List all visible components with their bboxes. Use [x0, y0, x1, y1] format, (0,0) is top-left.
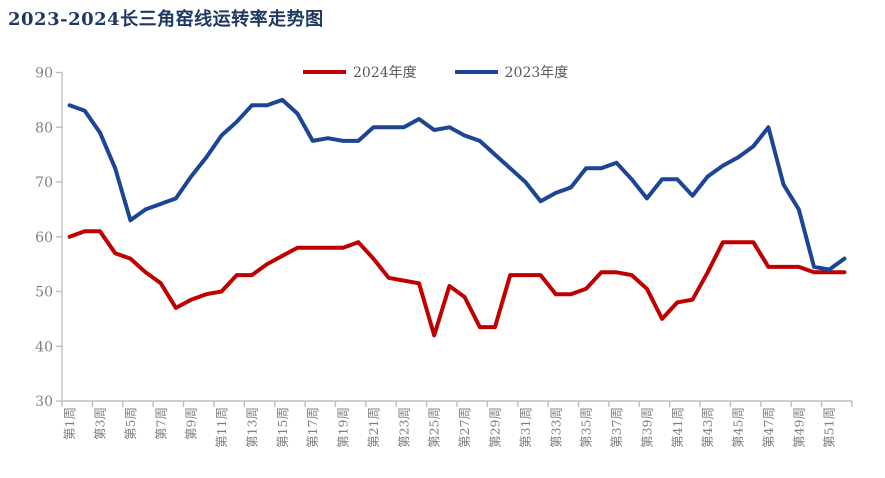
y-tick-label: 40: [35, 339, 53, 355]
legend-line-2024: [303, 70, 346, 74]
x-tick-label: 第27周: [457, 407, 472, 448]
x-tick-label: 第23周: [396, 407, 411, 448]
x-tick-label: 第35周: [579, 407, 594, 448]
x-tick-label: 第1周: [62, 407, 77, 440]
x-tick-label: 第15周: [275, 407, 290, 448]
y-tick-label: 50: [35, 285, 53, 301]
x-tick-label: 第3周: [92, 407, 107, 440]
x-tick-label: 第41周: [670, 407, 685, 448]
x-tick-label: 第43周: [700, 407, 715, 448]
x-tick-label: 第9周: [184, 407, 199, 440]
x-tick-label: 第21周: [366, 407, 381, 448]
legend-label-2023: 2023年度: [504, 65, 569, 81]
x-tick-label: 第51周: [822, 407, 837, 448]
y-tick-label: 60: [35, 230, 53, 246]
x-tick-label: 第17周: [305, 407, 320, 448]
x-tick-label: 第29周: [487, 407, 502, 448]
chart-legend: 2024年度 2023年度: [303, 62, 568, 82]
x-tick-label: 第25周: [427, 407, 442, 448]
series-line-2024年度: [67, 229, 847, 338]
x-tick-label: 第33周: [548, 407, 563, 448]
x-tick-label: 第49周: [791, 407, 806, 448]
series-line-2023年度: [67, 97, 847, 272]
legend-label-2024: 2024年度: [353, 65, 417, 81]
legend-item-2023: 2023年度: [454, 62, 569, 82]
legend-line-2023: [454, 70, 498, 74]
x-tick-label: 第47周: [761, 407, 776, 448]
y-tick-label: 80: [35, 120, 53, 136]
y-tick-label: 70: [35, 175, 53, 191]
x-tick-label: 第37周: [609, 407, 624, 448]
legend-item-2024: 2024年度: [303, 62, 417, 82]
x-tick-label: 第31周: [518, 407, 533, 448]
x-tick-label: 第19周: [336, 407, 351, 448]
x-tick-label: 第39周: [639, 407, 654, 448]
x-tick-label: 第5周: [123, 407, 138, 440]
x-tick-label: 第7周: [153, 407, 168, 440]
y-tick-label: 90: [35, 66, 53, 82]
x-tick-label: 第11周: [214, 407, 229, 448]
y-tick-label: 30: [35, 394, 53, 410]
x-tick-label: 第45周: [731, 407, 746, 448]
x-tick-label: 第13周: [244, 407, 259, 448]
chart-title: 2023-2024长三角窑线运转率走势图: [8, 9, 324, 30]
